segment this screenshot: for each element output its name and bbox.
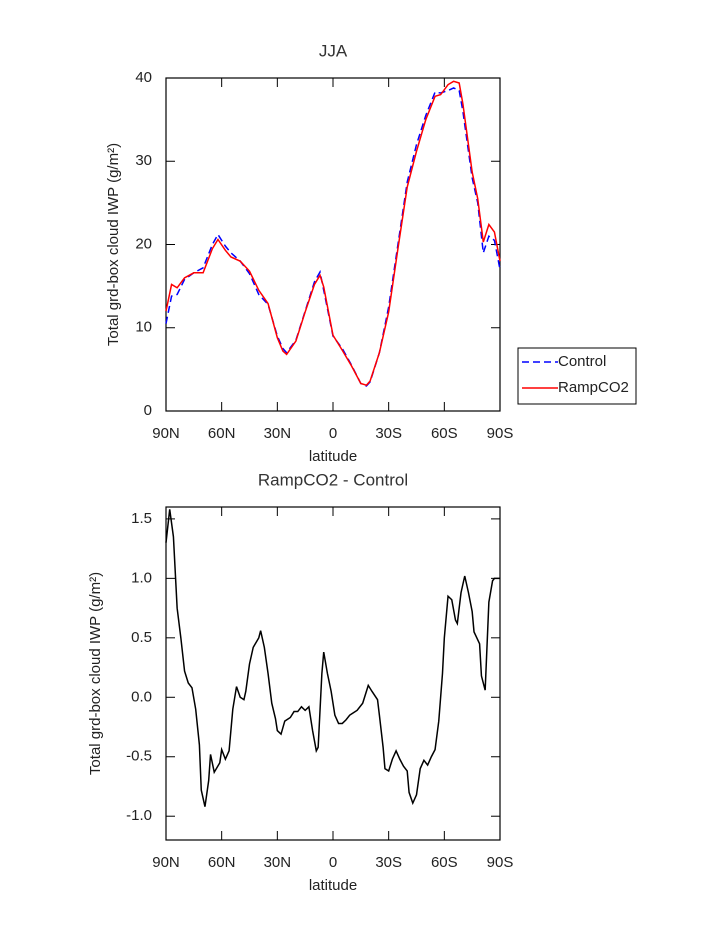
chart-title: JJA (319, 41, 348, 60)
y-tick-label: 1.0 (131, 569, 152, 586)
data-line (165, 509, 500, 807)
y-axis-label: Total grd-box cloud IWP (g/m²) (87, 572, 104, 775)
x-tick-label: 60S (431, 425, 458, 442)
legend-label: Control (558, 353, 606, 370)
y-axis-label: Total grd-box cloud IWP (g/m²) (105, 143, 122, 346)
x-tick-label: 0 (329, 425, 337, 442)
y-tick-label: 0.0 (131, 688, 152, 705)
legend-box (517, 347, 637, 405)
x-tick-label: 30N (264, 854, 292, 871)
x-tick-label: 60N (208, 854, 236, 871)
x-tick-label: 30S (375, 425, 402, 442)
x-tick-label: 30N (264, 425, 292, 442)
y-tick-label: 0.5 (131, 629, 152, 646)
chart-title: RampCO2 - Control (258, 470, 408, 489)
y-tick-label: -0.5 (126, 748, 152, 765)
series-line (165, 87, 501, 387)
x-tick-label: 0 (329, 854, 337, 871)
x-tick-label: 90N (152, 854, 180, 871)
x-tick-label: 60S (431, 854, 458, 871)
x-tick-label: 90S (487, 854, 514, 871)
y-tick-label: 40 (135, 69, 152, 86)
plot-frame (165, 506, 501, 841)
legend-label: RampCO2 (558, 379, 629, 396)
series-line (165, 80, 501, 387)
y-tick-label: 10 (135, 319, 152, 336)
y-tick-label: -1.0 (126, 807, 152, 824)
x-axis-label: latitude (309, 448, 357, 465)
plot-frame (165, 77, 501, 412)
x-axis-label: latitude (309, 877, 357, 894)
y-tick-label: 0 (144, 402, 152, 419)
x-tick-label: 30S (375, 854, 402, 871)
x-tick-label: 90N (152, 425, 180, 442)
y-tick-label: 20 (135, 235, 152, 252)
y-tick-label: 30 (135, 152, 152, 169)
x-tick-label: 90S (487, 425, 514, 442)
x-tick-label: 60N (208, 425, 236, 442)
y-tick-label: 1.5 (131, 510, 152, 527)
